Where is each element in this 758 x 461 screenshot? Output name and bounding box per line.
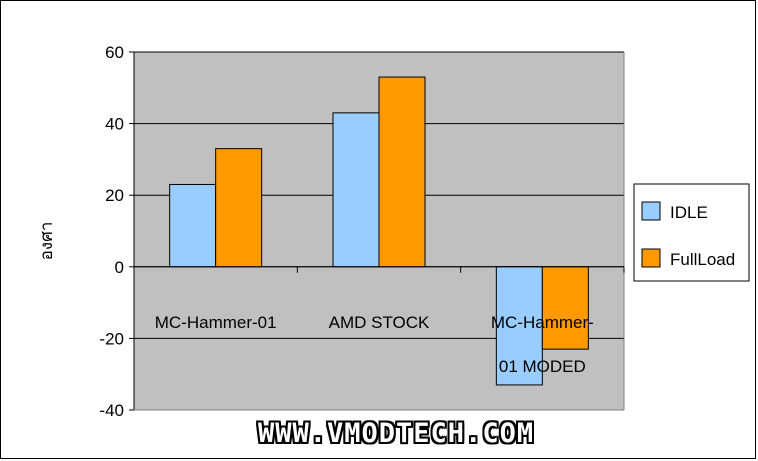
category-label: MC-Hammer-: [491, 313, 594, 332]
watermark-text: WWW.VMODTECH.COM: [258, 418, 535, 449]
y-tick-label: 40: [105, 115, 124, 134]
category-label: AMD STOCK: [329, 313, 430, 332]
y-tick-label: 0: [115, 258, 124, 277]
legend-swatch-idle: [641, 201, 661, 221]
bar-fullload-0: [215, 148, 263, 268]
legend: IDLE FullLoad: [633, 183, 750, 282]
bar-fullload-1: [378, 76, 426, 268]
legend-label-fullload: FullLoad: [670, 250, 735, 269]
category-label: MC-Hammer-01: [155, 313, 277, 332]
legend-swatch-fullload: [641, 248, 661, 268]
bar-idle-0: [169, 183, 217, 268]
bar-idle-1: [332, 112, 380, 268]
y-tick-label: -40: [99, 401, 124, 420]
category-label: 01 MODED: [499, 357, 586, 376]
legend-label-idle: IDLE: [670, 203, 708, 222]
bar-fullload-2: [541, 266, 589, 350]
y-tick-label: -20: [99, 329, 124, 348]
y-axis-label: องศา: [37, 222, 56, 261]
y-tick-label: 60: [105, 43, 124, 62]
y-tick-label: 20: [105, 186, 124, 205]
